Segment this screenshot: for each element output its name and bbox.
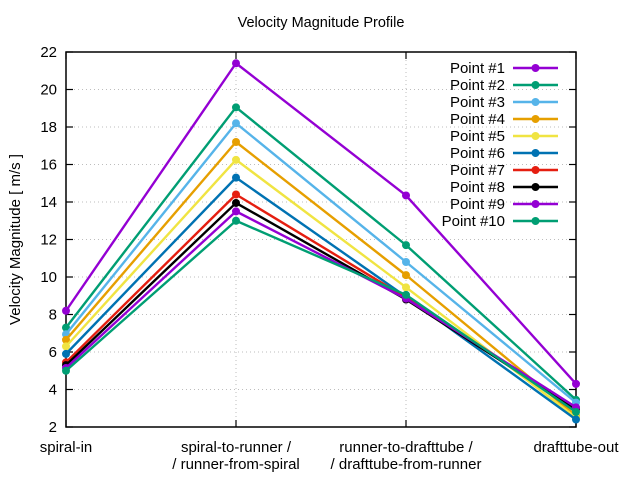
- data-point-series-2-x-2: [232, 103, 240, 112]
- y-tick-label: 2: [49, 419, 57, 436]
- axis-labels: Velocity Magnitude Profile Velocity Magn…: [7, 15, 619, 473]
- legend-point-sample: [531, 149, 540, 157]
- legend-item-5: Point #5: [450, 128, 558, 145]
- legend-item-10: Point #10: [442, 213, 558, 230]
- legend-point-sample: [531, 132, 540, 140]
- data-point-series-9-x-2: [232, 207, 240, 216]
- legend-label: Point #8: [450, 179, 505, 196]
- legend-point-sample: [531, 115, 540, 123]
- data-point-series-10-x-3: [402, 290, 410, 299]
- y-tick-label: 16: [40, 157, 57, 174]
- y-tick-label: 12: [40, 232, 57, 249]
- legend-item-2: Point #2: [450, 77, 558, 94]
- legend-item-9: Point #9: [450, 196, 558, 213]
- legend-item-3: Point #3: [450, 94, 558, 111]
- y-tick-label: 4: [49, 382, 57, 399]
- x-category-label: runner-to-drafttube /: [339, 439, 473, 456]
- legend-label: Point #10: [442, 213, 505, 230]
- data-point-series-6-x-4: [572, 415, 580, 424]
- series-line-3: [65, 122, 577, 404]
- series-line-1: [65, 62, 577, 385]
- data-point-series-7-x-2: [232, 190, 240, 199]
- data-point-series-1-x-3: [402, 191, 410, 200]
- y-tick-label: 6: [49, 344, 57, 361]
- legend-item-1: Point #1: [450, 60, 558, 77]
- data-point-series-5-x-2: [232, 155, 240, 164]
- legend-label: Point #7: [450, 162, 505, 179]
- series-line-6: [65, 176, 577, 421]
- y-tick-label: 20: [40, 82, 57, 99]
- data-point-series-2-x-1: [62, 323, 70, 332]
- data-point-series-3-x-2: [232, 119, 240, 128]
- legend-label: Point #9: [450, 196, 505, 213]
- series-line-4: [65, 140, 577, 417]
- series-line-10: [65, 219, 577, 413]
- data-point-series-2-x-3: [402, 241, 410, 250]
- data-point-series-4-x-2: [232, 138, 240, 146]
- series-line-2: [65, 106, 577, 401]
- data-point-series-10-x-2: [232, 216, 240, 225]
- x-category-label: / runner-from-spiral: [172, 456, 300, 473]
- legend-item-6: Point #6: [450, 145, 558, 162]
- legend-label: Point #6: [450, 145, 505, 162]
- y-axis-label: Velocity Magnitude [ m/s ]: [7, 154, 24, 325]
- data-point-series-5-x-1: [62, 342, 70, 351]
- legend-item-8: Point #8: [450, 179, 558, 196]
- chart-title: Velocity Magnitude Profile: [238, 15, 405, 31]
- legend-point-sample: [531, 98, 540, 106]
- x-category-label: drafttube-out: [533, 439, 619, 456]
- data-point-series-4-x-1: [62, 335, 70, 344]
- data-point-series-1-x-1: [62, 306, 70, 315]
- legend-point-sample: [531, 217, 540, 225]
- data-point-series-8-x-2: [232, 198, 240, 207]
- x-category-label: spiral-in: [40, 439, 93, 456]
- legend-label: Point #5: [450, 128, 505, 145]
- data-series: [62, 59, 580, 424]
- legend-point-sample: [531, 64, 540, 72]
- legend-label: Point #3: [450, 94, 505, 111]
- data-point-series-5-x-3: [402, 283, 410, 292]
- legend-label: Point #4: [450, 111, 505, 128]
- data-point-series-6-x-2: [232, 173, 240, 182]
- legend-label: Point #2: [450, 77, 505, 94]
- data-point-series-4-x-3: [402, 271, 410, 280]
- data-point-series-10-x-1: [62, 366, 70, 375]
- data-point-series-1-x-4: [572, 379, 580, 388]
- legend-point-sample: [531, 200, 540, 208]
- y-tick-label: 8: [49, 307, 57, 324]
- data-point-series-6-x-1: [62, 349, 70, 358]
- legend-point-sample: [531, 166, 540, 174]
- data-point-series-10-x-4: [572, 408, 580, 416]
- x-category-label: / drafttube-from-runner: [331, 456, 482, 473]
- series-line-8: [65, 201, 577, 411]
- x-category-label: spiral-to-runner /: [181, 439, 292, 456]
- legend-item-4: Point #4: [450, 111, 558, 128]
- y-tick-label: 22: [40, 44, 57, 61]
- y-tick-label: 14: [40, 194, 57, 211]
- y-tick-label: 18: [40, 119, 57, 136]
- legend-point-sample: [531, 183, 540, 191]
- legend-item-7: Point #7: [450, 162, 558, 179]
- legend-point-sample: [531, 81, 540, 89]
- data-point-series-3-x-3: [402, 258, 410, 266]
- legend-label: Point #1: [450, 60, 505, 77]
- y-tick-label: 10: [40, 269, 57, 286]
- data-point-series-1-x-2: [232, 59, 240, 68]
